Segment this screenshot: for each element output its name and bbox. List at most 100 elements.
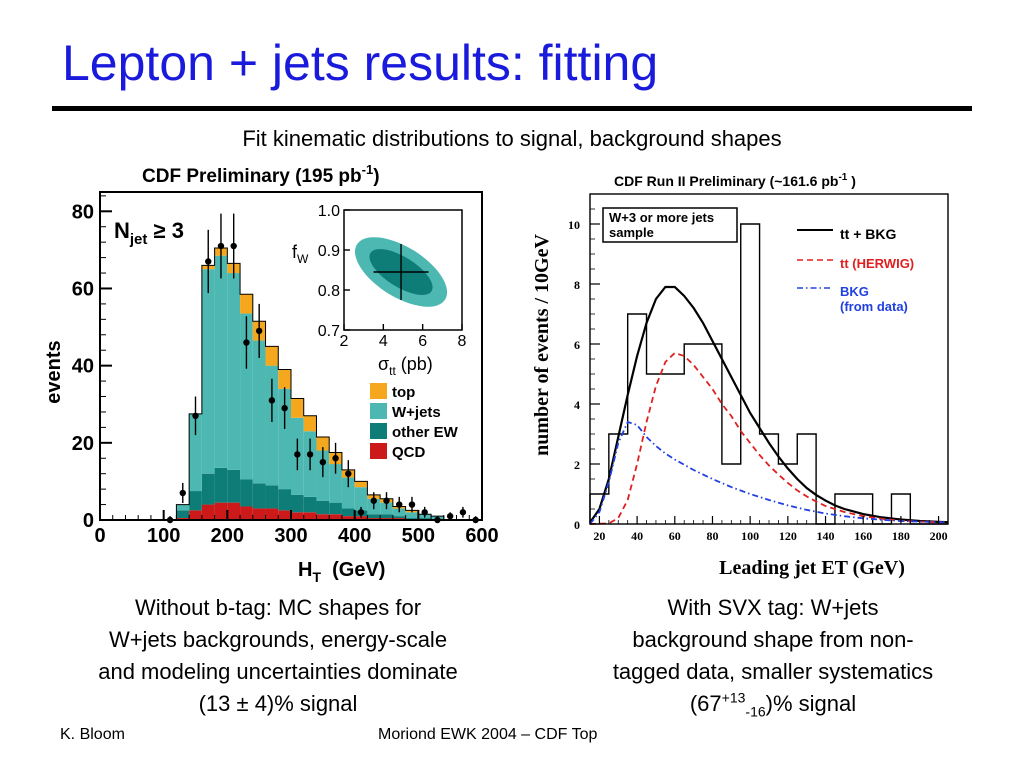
stack-bar-qcd — [291, 512, 304, 520]
chart2-annotation-line1: W+3 or more jets — [609, 210, 714, 225]
footer-author: K. Bloom — [60, 726, 125, 743]
x-tick-label: 40 — [631, 529, 643, 543]
y-tick-label: 2 — [574, 458, 580, 472]
data-point — [268, 397, 276, 404]
y-tick-label: 6 — [574, 338, 580, 352]
chart2-title: CDF Run II Preliminary (~161.6 pb-1 ) — [614, 172, 856, 189]
left-caption-line-2: W+jets backgrounds, energy-scale — [108, 627, 448, 652]
inset-x-tick-label: 8 — [458, 333, 467, 350]
data-point — [281, 404, 288, 412]
x-tick-label: 60 — [669, 529, 681, 543]
x-tick-label: 120 — [779, 529, 797, 543]
data-point — [230, 242, 237, 250]
stack-bar-qcd — [214, 502, 228, 520]
y-tick-label: 4 — [574, 398, 580, 412]
data-point — [332, 455, 339, 462]
stack-bar-other-ew — [291, 494, 304, 513]
x-tick-label: 0 — [94, 525, 105, 547]
x-tick-label: 100 — [741, 529, 759, 543]
slide-subtitle: Fit kinematic distributions to signal, b… — [242, 126, 782, 151]
curve-bkg-from-data — [589, 420, 949, 525]
inset-x-tick-label: 4 — [379, 333, 388, 350]
footer-event: Moriond EWK 2004 – CDF Top — [378, 726, 598, 743]
legend-label: other EW — [392, 424, 459, 441]
x-tick-label: 160 — [854, 529, 872, 543]
stack-bar-other-ew — [176, 510, 190, 519]
stack-bar-qcd — [201, 504, 215, 520]
stack-bar-other-ew — [265, 485, 279, 509]
data-point — [243, 339, 250, 346]
right-caption: With SVX tag: W+jets background shape fr… — [548, 592, 998, 720]
stack-bar-top — [303, 415, 317, 432]
stack-bar-w-jets — [265, 365, 279, 486]
chart2-annotation-line2: sample — [609, 225, 654, 240]
data-point — [294, 451, 301, 458]
inset-x-tick-label: 6 — [418, 333, 427, 350]
data-point — [255, 327, 263, 335]
chart2-sample-box — [602, 207, 738, 243]
curve-tt-herwig — [589, 351, 949, 525]
stack-bar-top — [240, 294, 253, 314]
data-point — [459, 509, 467, 516]
x-tick-label: 80 — [706, 529, 718, 543]
left-caption-line-1: Without b-tag: MC shapes for — [134, 595, 422, 620]
right-caption-line-2: background shape from non- — [632, 627, 914, 652]
stack-bar-top — [291, 398, 304, 418]
legend-swatch — [370, 383, 387, 399]
x-tick-label: 500 — [402, 525, 435, 547]
inset-y-tick-label: 0.9 — [318, 243, 340, 260]
legend-swatch — [370, 443, 387, 459]
y-tick-label: 10 — [568, 218, 580, 232]
stack-bar-w-jets — [214, 255, 228, 468]
stack-bar-w-jets — [278, 388, 291, 490]
left-caption-line-4: (13 ± 4)% signal — [198, 691, 358, 716]
x-tick-label: 200 — [930, 529, 948, 543]
stack-bar-qcd — [316, 514, 330, 520]
legend-label: tt + BKG — [840, 226, 897, 242]
stack-bar-qcd — [354, 516, 368, 520]
stack-bar-other-ew — [316, 500, 330, 515]
stack-bar-other-ew — [303, 496, 317, 513]
left-caption-line-3: and modeling uncertainties dominate — [98, 659, 458, 684]
stack-bar-w-jets — [341, 477, 355, 509]
y-tick-label: 80 — [72, 201, 94, 223]
chart2-ylabel: number of events / 10GeV — [531, 234, 553, 456]
stack-bar-other-ew — [278, 489, 291, 511]
curve-tt-plus-bkg — [589, 285, 949, 524]
stack-bar-other-ew — [380, 514, 393, 519]
x-tick-label: 600 — [465, 525, 498, 547]
legend-swatch — [370, 423, 387, 439]
stack-bar-w-jets — [354, 487, 368, 511]
stack-bar-qcd — [329, 514, 342, 520]
stack-bar-w-jets — [405, 512, 419, 519]
chart1-njet-annotation: Njet ≥ 3 — [114, 218, 184, 248]
stack-bar-w-jets — [329, 464, 342, 503]
stack-bar-top — [265, 346, 279, 366]
stack-bar-w-jets — [176, 504, 190, 511]
stack-bar-other-ew — [189, 491, 202, 511]
legend-label: BKG (from data) — [840, 284, 908, 314]
legend-label: tt (HERWIG) — [840, 256, 914, 271]
x-tick-label: 300 — [274, 525, 307, 547]
data-point — [205, 258, 212, 265]
left-caption: Without b-tag: MC shapes for W+jets back… — [28, 592, 528, 720]
stack-bar-other-ew — [227, 469, 241, 503]
y-tick-label: 0 — [574, 518, 580, 532]
stack-bar-w-jets — [252, 340, 266, 484]
inset-y-tick-label: 1.0 — [318, 203, 340, 220]
stack-bar-other-ew — [201, 473, 215, 505]
x-tick-label: 140 — [817, 529, 835, 543]
stack-bar-qcd — [189, 510, 202, 520]
stack-bar-qcd — [265, 508, 279, 520]
slide-title: Lepton + jets results: fitting — [62, 35, 659, 91]
x-tick-label: 200 — [211, 525, 244, 547]
data-point — [370, 497, 377, 504]
data-point — [383, 497, 390, 504]
stack-bar-other-ew — [214, 467, 228, 503]
x-tick-label: 180 — [892, 529, 910, 543]
stack-bar-w-jets — [189, 413, 202, 492]
stack-bar-qcd — [240, 506, 253, 520]
y-tick-label: 40 — [72, 356, 94, 378]
legend-label: top — [392, 384, 415, 401]
